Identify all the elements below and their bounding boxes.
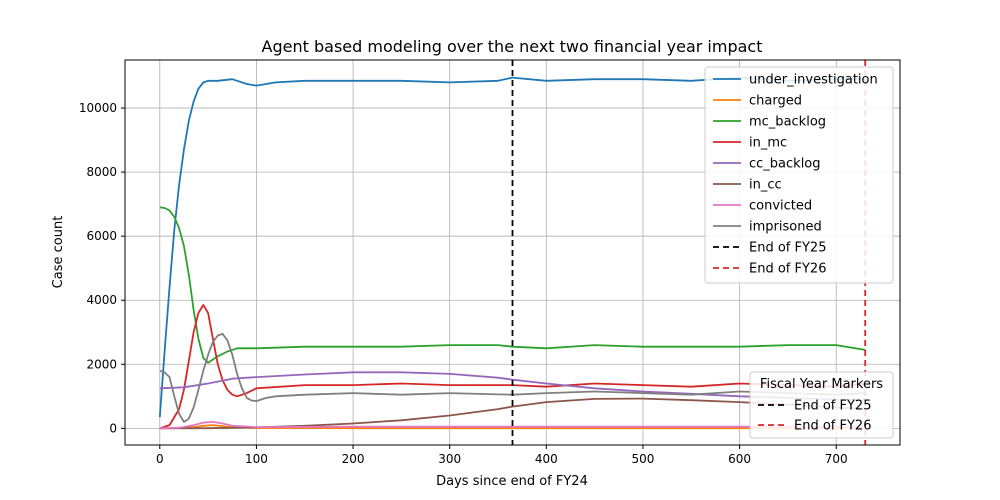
y-tick-label: 0 xyxy=(109,421,117,435)
axis-ticks: 0 100 200 300 400 500 600 700 0 2000 4000 6000 8000 1… xyxy=(79,101,848,466)
x-tick-label: 500 xyxy=(632,452,655,466)
y-tick-label: 8000 xyxy=(86,165,117,179)
legend-label: in_mc xyxy=(749,136,787,151)
y-tick-label: 2000 xyxy=(86,357,117,371)
y-axis-label: Case count xyxy=(51,216,66,289)
legend2-label: End of FY25 xyxy=(794,399,871,414)
legend-label: mc_backlog xyxy=(749,115,826,130)
x-axis-label: Days since end of FY24 xyxy=(436,474,588,489)
series-line-imprisoned xyxy=(159,332,866,423)
plot-series xyxy=(158,76,866,430)
legend-label: cc_backlog xyxy=(749,157,821,172)
legend-label: End of FY26 xyxy=(749,262,826,277)
legend2-label: End of FY26 xyxy=(794,419,871,434)
x-tick-label: 100 xyxy=(245,452,268,466)
x-tick-label: 700 xyxy=(825,452,848,466)
chart-title: Agent based modeling over the next two f… xyxy=(262,37,763,56)
series-line-in-mc xyxy=(159,304,866,430)
x-tick-label: 300 xyxy=(438,452,461,466)
legend-label: End of FY25 xyxy=(749,241,826,256)
plot-frame xyxy=(124,59,901,446)
y-tick-label: 6000 xyxy=(86,229,117,243)
x-tick-label: 0 xyxy=(156,452,164,466)
series-line-cc-backlog xyxy=(159,371,866,402)
legend-label: charged xyxy=(749,94,802,109)
series-line-under-investigation xyxy=(158,76,866,418)
legend-label: under_investigation xyxy=(749,73,878,88)
x-tick-label: 600 xyxy=(728,452,751,466)
series-line-convicted xyxy=(159,420,866,430)
series-line-charged xyxy=(159,424,866,430)
y-tick-label: 10000 xyxy=(79,101,117,115)
y-tick-label: 4000 xyxy=(86,293,117,307)
x-tick-label: 200 xyxy=(342,452,365,466)
legend-label: convicted xyxy=(749,199,812,214)
legend-label: imprisoned xyxy=(749,220,822,235)
legend-fiscal-year-markers: Fiscal Year Markers End of FY25 End of FY2… xyxy=(749,371,894,439)
x-tick-label: 400 xyxy=(535,452,558,466)
legend2-box xyxy=(749,371,894,439)
legend-label: in_cc xyxy=(749,178,782,193)
legend2-title: Fiscal Year Markers xyxy=(760,377,883,392)
legend-box xyxy=(704,66,894,284)
series-line-mc-backlog xyxy=(159,206,866,364)
